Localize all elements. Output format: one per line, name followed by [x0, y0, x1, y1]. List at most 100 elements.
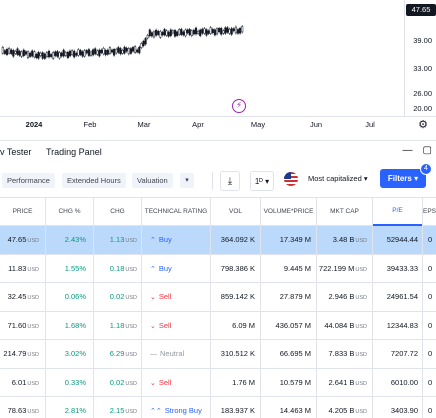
filters-count-badge: 4 [420, 163, 432, 175]
currency-unit: USD [125, 352, 137, 358]
cell-volume-price-value: 9.445 M [283, 263, 311, 273]
tab-strategy-tester[interactable]: v Tester [0, 147, 32, 157]
candle-body [155, 29, 158, 36]
candle-body [62, 49, 65, 57]
filters-label: Filters [387, 174, 412, 183]
export-download-icon[interactable]: ⤓ [220, 171, 240, 191]
col-eps-header[interactable]: EPS [422, 198, 436, 226]
col-mkt-cap-header[interactable]: MKT CAP [316, 198, 372, 226]
cell-technical-rating: — Neutral [141, 340, 210, 368]
col-pe-header[interactable]: P/E [372, 198, 422, 226]
cell-vol-value: 310.512 K [220, 349, 255, 358]
cell-volume-price-value: 17.349 M [279, 235, 311, 244]
cell-volume-price-value: 66.695 M [279, 349, 311, 358]
cell-volume-price: 436.057 M [260, 312, 316, 340]
table-body: 47.65USD 2.43% 1.13USD ⌃ Buy 364.092 K 17.349 … [0, 226, 436, 418]
candle-body [142, 40, 145, 47]
candle-body [94, 48, 97, 55]
col-volume-price-header[interactable]: VOLUME*PRICE [260, 198, 316, 226]
cell-chg: 1.13USD [93, 226, 141, 254]
event-marker-icon[interactable]: ⚡ [232, 99, 246, 113]
price-chart[interactable]: ⚡ 47.65 39.00 33.00 26.00 20.00 [0, 0, 436, 116]
currency-unit: USD [27, 266, 39, 273]
cell-eps: 0 [422, 369, 436, 397]
chart-settings-gear-icon[interactable]: ⚙ [418, 119, 428, 131]
candle-body [71, 50, 74, 55]
table-row[interactable]: 47.65USD 2.43% 1.13USD ⌃ Buy 364.092 K 17.349 … [0, 226, 436, 255]
cell-technical-rating: ⌄ Sell [141, 369, 210, 397]
candle-body [102, 48, 105, 55]
cell-eps-value: 0 [428, 235, 433, 244]
table-row[interactable]: 78.63USD 2.81% 2.15USD ⌃⌃ Strong Buy 183.937 … [0, 397, 436, 418]
col-price-header[interactable]: PRICE [12, 208, 33, 215]
candle-body [33, 51, 36, 58]
cell-volume-price: 9.445 M [260, 255, 316, 283]
table-row[interactable]: 6.01USD 0.33% 0.02USD ⌄ Sell 1.76 M 10.579 M 2.… [0, 369, 436, 397]
cell-chg-pct: 2.43% [45, 226, 93, 254]
column-divider [210, 197, 211, 418]
col-chg-header[interactable]: CHG [93, 198, 141, 226]
cell-chg: 6.29USD [93, 340, 141, 368]
cell-technical-rating-value: Buy [158, 235, 172, 244]
minimize-panel-icon[interactable]: — [402, 145, 413, 156]
table-row[interactable]: 214.79USD 3.02% 6.29USD — Neutral 310.512 K 66… [0, 340, 436, 369]
cell-chg-pct: 0.06% [45, 283, 93, 311]
maximize-panel-icon[interactable]: ▢ [422, 145, 432, 156]
time-axis-month: Jul [365, 120, 375, 129]
cell-eps-value: 0 [428, 377, 433, 387]
column-set-extended-hours[interactable]: Extended Hours [62, 173, 126, 188]
candle-body [213, 29, 216, 36]
market-cap-select[interactable]: Most capitalized ▾ [308, 174, 368, 183]
cell-chg: 0.02USD [93, 369, 141, 397]
filters-button[interactable]: Filters ▾ [380, 169, 426, 188]
cell-price-value: 214.79 [3, 349, 27, 358]
column-divider [45, 197, 46, 418]
cell-technical-rating-value: Sell [158, 320, 172, 330]
candle-body [173, 30, 177, 37]
cell-mkt-cap: 3.48 BUSD [316, 226, 372, 254]
cell-chg-pct: 1.68% [45, 312, 93, 340]
cell-chg-value: 0.02 [109, 377, 125, 387]
col-chg-pct-header[interactable]: CHG % [45, 198, 93, 226]
tab-trading-panel[interactable]: Trading Panel [46, 147, 102, 157]
column-set-performance[interactable]: Performance [2, 173, 55, 188]
time-axis-month: May [250, 120, 266, 129]
candle-body [220, 28, 223, 35]
chevron-up-icon: ⌃ [150, 265, 156, 273]
time-axis-month: Jun [309, 120, 323, 129]
candle-body [190, 30, 193, 36]
time-axis-month: Apr [192, 120, 204, 129]
col-technical-rating-header[interactable]: TECHNICAL RATING [141, 198, 210, 226]
cell-vol-value: 183.937 K [220, 406, 255, 415]
more-columns-chevron-down-icon[interactable]: ▾ [180, 173, 194, 188]
candle-body [199, 29, 202, 37]
candle-body [239, 27, 242, 34]
candle-body [197, 30, 200, 34]
candle-body [16, 48, 19, 55]
cell-chg-pct: 0.33% [45, 369, 93, 397]
candle-body [218, 28, 221, 33]
candle-body [207, 30, 210, 34]
table-row[interactable]: 11.83USD 1.55% 0.18USD ⌃ Buy 798.386 K 9.445 M… [0, 255, 436, 283]
column-set-valuation[interactable]: Valuation [132, 173, 173, 188]
table-row[interactable]: 32.45USD 0.06% 0.02USD ⌄ Sell 859.142 K 27.879… [0, 283, 436, 312]
time-axis[interactable]: 2024 Feb Mar Apr May Jun Jul ⚙ [0, 116, 436, 131]
cell-price: 6.01USD [0, 369, 45, 397]
column-divider [422, 197, 423, 418]
candle-body [127, 48, 130, 55]
cell-eps: 0 [422, 255, 436, 283]
us-flag-icon[interactable] [284, 172, 298, 186]
table-row[interactable]: 71.60USD 1.68% 1.18USD ⌄ Sell 6.09 M 436.057 M… [0, 312, 436, 340]
interval-select[interactable]: 1ᴰ ▾ [250, 171, 274, 191]
chevron-down-icon: ⌄ [150, 322, 156, 330]
cell-volume-price: 66.695 M [260, 340, 316, 368]
cell-price: 11.83USD [0, 255, 45, 283]
price-axis[interactable]: 47.65 39.00 33.00 26.00 20.00 [404, 0, 436, 116]
candle-body [241, 26, 244, 33]
col-vol-header[interactable]: VOL [210, 198, 260, 226]
cell-mkt-cap: 2.946 BUSD [316, 283, 372, 311]
cell-mkt-cap-value: 3.48 B [332, 235, 355, 244]
candle-body [77, 49, 80, 56]
price-axis-label: 26.00 [413, 89, 432, 98]
candle-body [119, 48, 122, 55]
